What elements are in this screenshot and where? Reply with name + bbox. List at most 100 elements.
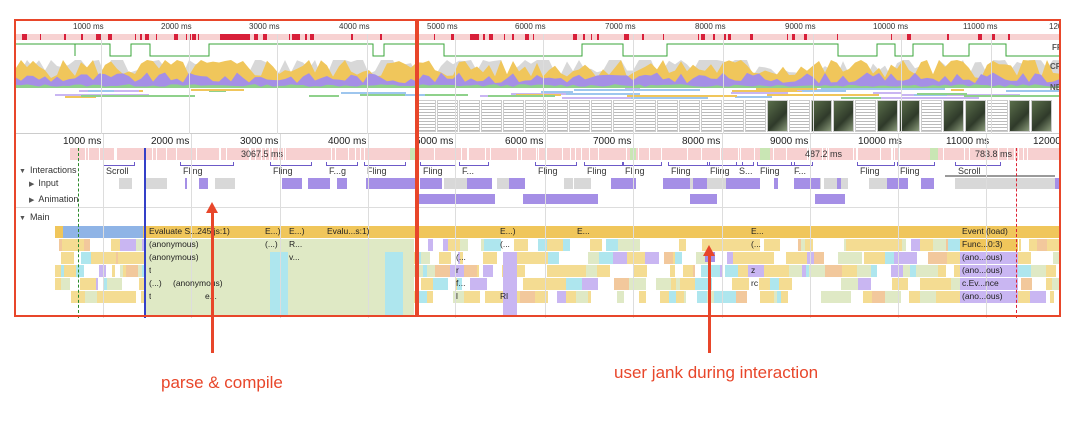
overview-tick-line xyxy=(723,34,724,134)
flame-slice xyxy=(723,278,732,290)
flame-slice xyxy=(55,291,71,303)
fps-drop-mark xyxy=(597,34,599,40)
overview-tick-label: 8000 ms xyxy=(695,22,726,31)
right-func-block xyxy=(960,252,1018,264)
flame-slice xyxy=(918,226,920,238)
flame-slice xyxy=(679,239,686,251)
flame-slice xyxy=(610,265,618,277)
flame-slice xyxy=(470,278,487,290)
flame-slice xyxy=(938,265,946,277)
timeline-gridline xyxy=(986,134,987,318)
main-track-header[interactable]: ▼ Main xyxy=(19,212,50,222)
interaction-label: Fling xyxy=(760,166,780,176)
flame-slice xyxy=(460,239,468,251)
flame-slice xyxy=(920,239,927,251)
frame-separator xyxy=(255,148,256,160)
flame-slice xyxy=(877,265,891,277)
fps-drop-mark xyxy=(489,34,493,40)
input-event-bar xyxy=(564,178,573,189)
flame-slice xyxy=(838,252,846,264)
flame-slice xyxy=(841,278,858,290)
timeline-divider xyxy=(15,133,1060,134)
flame-slice xyxy=(55,239,59,251)
frame-separator xyxy=(114,148,115,160)
flame-call-label: (anonymous) xyxy=(149,239,199,249)
flame-slice xyxy=(844,239,846,251)
flame-slice xyxy=(1037,239,1047,251)
flame-slice xyxy=(756,252,769,264)
fps-drop-mark xyxy=(483,34,485,40)
fps-drop-mark xyxy=(140,34,142,40)
flame-slice xyxy=(927,239,933,251)
frame-separator xyxy=(649,148,650,160)
flame-slice xyxy=(91,252,103,264)
flame-slice xyxy=(626,226,643,238)
fps-drop-mark xyxy=(380,34,382,40)
collapse-triangle-icon: ▶ xyxy=(29,197,35,204)
flame-slice xyxy=(123,265,126,277)
flame-slice xyxy=(101,239,111,251)
flame-slice xyxy=(1016,265,1031,277)
animation-track-header[interactable]: ▶ Animation xyxy=(29,194,79,204)
network-request-bar xyxy=(767,94,879,96)
right-func-block xyxy=(960,291,1018,303)
fps-drop-mark xyxy=(263,34,267,40)
input-event-bar xyxy=(371,178,397,189)
flame-slice xyxy=(791,291,805,303)
flame-slice xyxy=(872,226,880,238)
flame-slice xyxy=(772,239,780,251)
flame-call-label: (ano...ous) xyxy=(962,265,1003,275)
interaction-labels: Scroll Fling Fling F...g Fling Fling F... Fling… xyxy=(15,162,1060,177)
input-event-bar xyxy=(1054,178,1060,189)
frame-separator xyxy=(538,148,539,160)
flame-slice xyxy=(782,265,789,277)
network-request-bar xyxy=(341,92,406,94)
frame-separator xyxy=(152,148,153,160)
flame-slice xyxy=(599,252,613,264)
flame-slice xyxy=(846,239,851,251)
flame-slice xyxy=(118,252,122,264)
interaction-bracket xyxy=(757,162,795,166)
fps-drop-mark xyxy=(528,34,529,40)
flame-slice xyxy=(120,239,136,251)
flame-slice xyxy=(501,239,514,251)
flame-slice xyxy=(1021,239,1029,251)
flame-slice xyxy=(55,265,61,277)
flame-call-label: t xyxy=(149,291,152,301)
overview-tick-line xyxy=(901,34,902,134)
timeline-gridline xyxy=(633,134,634,318)
fps-drop-mark xyxy=(23,34,27,40)
frame-separator xyxy=(468,148,469,160)
screenshot-thumbnail xyxy=(679,100,700,132)
screenshot-thumbnail xyxy=(525,100,546,132)
input-track-header[interactable]: ▶ Input xyxy=(29,178,59,188)
flame-slice xyxy=(903,265,910,277)
flame-slice xyxy=(439,226,442,238)
flame-slice xyxy=(138,265,142,277)
flame-slice xyxy=(583,226,588,238)
flame-slice xyxy=(749,278,759,290)
flame-slice xyxy=(566,278,571,290)
flame-slice xyxy=(607,291,617,303)
flame-slice xyxy=(909,291,920,303)
flame-slice xyxy=(572,291,576,303)
flame-slice xyxy=(780,239,791,251)
flame-slice xyxy=(618,239,630,251)
flame-slice xyxy=(830,239,844,251)
flame-slice xyxy=(557,278,566,290)
screenshot-thumbnail xyxy=(635,100,656,132)
fps-drop-mark xyxy=(591,34,592,40)
flame-call-label: Rl xyxy=(500,291,509,301)
frame-separator xyxy=(661,148,662,160)
flame-slice xyxy=(806,265,809,277)
frame-separator xyxy=(589,148,590,160)
input-event-bar xyxy=(887,178,908,189)
frame-separator xyxy=(638,148,639,160)
expand-triangle-icon: ▼ xyxy=(19,215,26,222)
frame-separator xyxy=(250,148,251,160)
flame-call-label: r xyxy=(456,265,459,275)
flame-slice xyxy=(448,239,460,251)
flame-slice xyxy=(809,265,825,277)
flame-slice xyxy=(908,278,920,290)
interactions-track-header[interactable]: ▼ Interactions xyxy=(19,165,77,175)
